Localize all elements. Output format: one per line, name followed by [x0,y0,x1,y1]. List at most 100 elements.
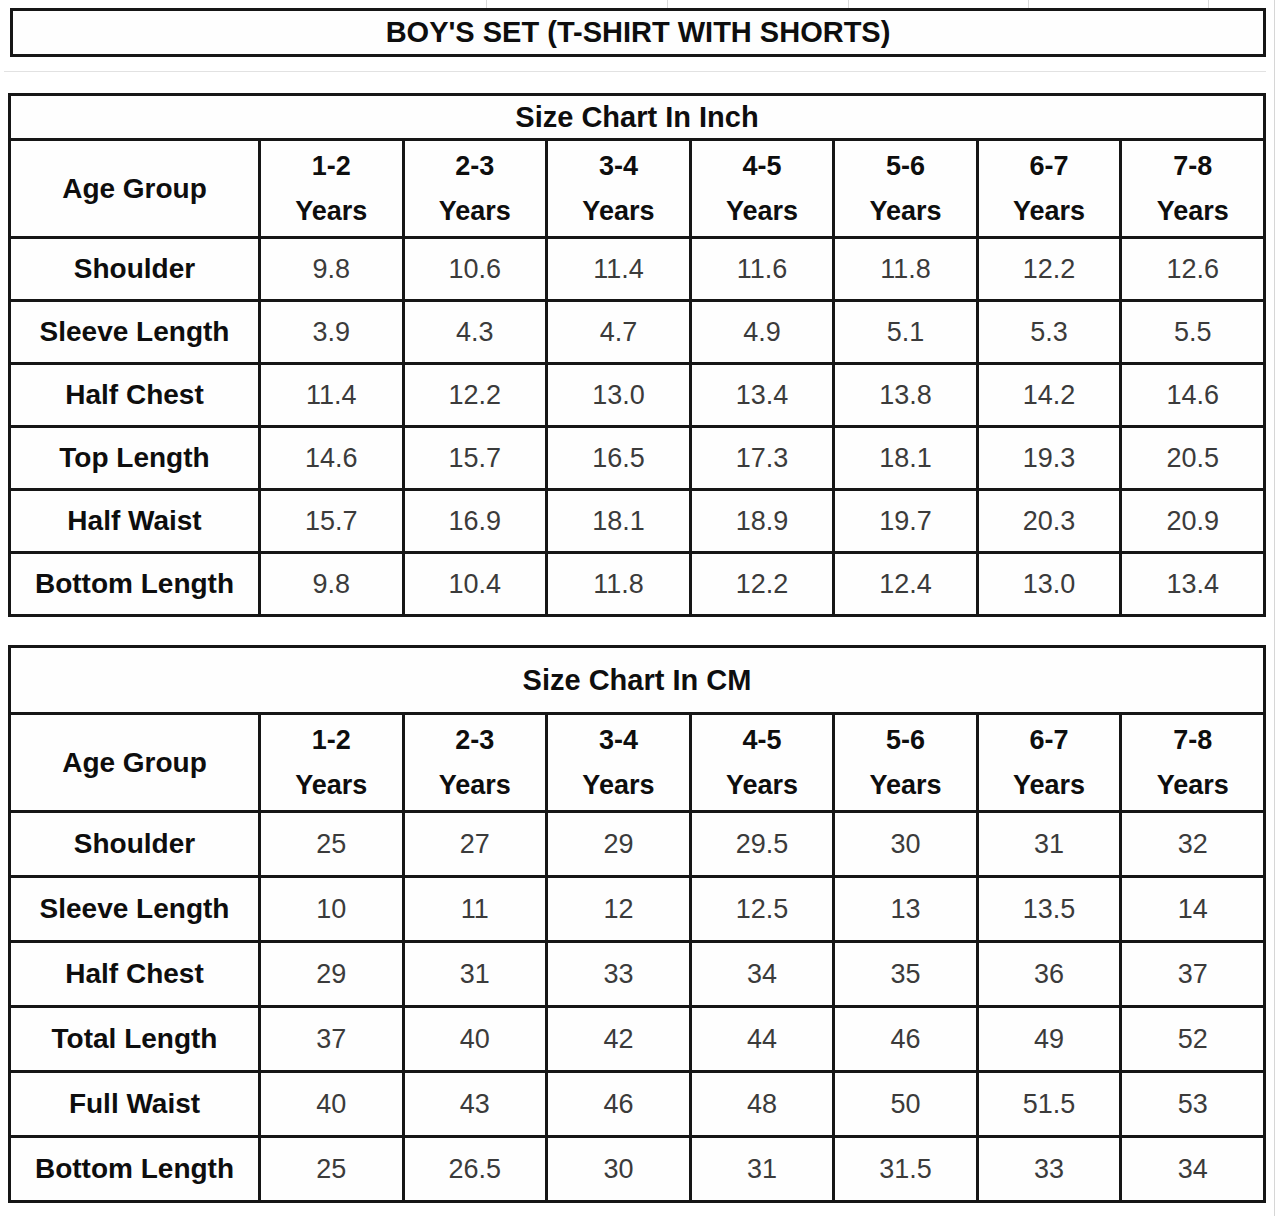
column-header-5-6: 5-6Years [834,140,978,238]
age-range: 7-8 [1122,151,1263,182]
cell-value: 46 [547,1072,691,1137]
cell-value: 42 [547,1007,691,1072]
column-header-4-5: 4-5Years [690,714,834,812]
cell-value: 49 [977,1007,1121,1072]
table-header-row: Age Group 1-2Years 2-3Years 3-4Years 4-5… [10,714,1265,812]
row-label: Sleeve Length [10,301,260,364]
years-label: Years [405,196,546,227]
cell-value: 33 [547,942,691,1007]
row-label: Top Length [10,427,260,490]
cell-value: 40 [260,1072,404,1137]
cell-value: 31 [403,942,547,1007]
cell-value: 12.5 [690,877,834,942]
cell-value: 29 [260,942,404,1007]
cell-value: 14.6 [1121,364,1265,427]
cell-value: 17.3 [690,427,834,490]
cell-value: 12.2 [977,238,1121,301]
cell-value: 19.3 [977,427,1121,490]
cell-value: 34 [690,942,834,1007]
cell-value: 5.5 [1121,301,1265,364]
cell-value: 29.5 [690,812,834,877]
cell-value: 20.5 [1121,427,1265,490]
cell-value: 13.4 [1121,553,1265,616]
table-row-bottom-length: Bottom Length 9.8 10.4 11.8 12.2 12.4 13… [10,553,1265,616]
age-range: 7-8 [1122,725,1263,756]
table-row-shoulder: Shoulder 25 27 29 29.5 30 31 32 [10,812,1265,877]
cell-value: 18.1 [834,427,978,490]
age-range: 4-5 [692,151,833,182]
gridline-artifact [1208,0,1209,8]
cell-value: 15.7 [403,427,547,490]
age-range: 2-3 [405,151,546,182]
table-title: Size Chart In CM [10,647,1265,714]
row-label: Shoulder [10,812,260,877]
cell-value: 40 [403,1007,547,1072]
age-group-header: Age Group [10,140,260,238]
cell-value: 18.1 [547,490,691,553]
row-label: Half Chest [10,942,260,1007]
table-title: Size Chart In Inch [10,95,1265,140]
cell-value: 11.4 [260,364,404,427]
cell-value: 11.8 [834,238,978,301]
size-chart-inch-table: Size Chart In Inch Age Group 1-2Years 2-… [8,93,1266,617]
table-row-half-chest: Half Chest 29 31 33 34 35 36 37 [10,942,1265,1007]
cell-value: 46 [834,1007,978,1072]
age-range: 1-2 [261,151,402,182]
column-header-6-7: 6-7 Years [977,140,1121,238]
table-header-row: Age Group 1-2Years 2-3Years 3-4Years 4-5… [10,140,1265,238]
cell-value: 12.6 [1121,238,1265,301]
years-label: Years [1122,196,1263,227]
cell-value: 12 [547,877,691,942]
cell-value: 18.9 [690,490,834,553]
table-row-sleeve-length: Sleeve Length 3.9 4.3 4.7 4.9 5.1 5.3 5.… [10,301,1265,364]
size-chart-page: BOY'S SET (T-SHIRT WITH SHORTS) Size Cha… [0,0,1280,1216]
years-label: Years [1122,770,1263,801]
cell-value: 50 [834,1072,978,1137]
cell-value: 12.4 [834,553,978,616]
cell-value: 4.7 [547,301,691,364]
row-label: Total Length [10,1007,260,1072]
cell-value: 13.8 [834,364,978,427]
cell-value: 4.9 [690,301,834,364]
years-label: Years [692,770,833,801]
cell-value: 3.9 [260,301,404,364]
cell-value: 26.5 [403,1137,547,1202]
age-range: 6-7 [979,725,1120,756]
cell-value: 30 [547,1137,691,1202]
age-range: 6-7 [979,151,1120,182]
cell-value: 9.8 [260,553,404,616]
years-label: Years [548,770,689,801]
cell-value: 31.5 [834,1137,978,1202]
row-label: Sleeve Length [10,877,260,942]
gridline-artifact [1028,0,1029,8]
cell-value: 11.8 [547,553,691,616]
row-label: Bottom Length [10,553,260,616]
column-header-1-2: 1-2Years [260,714,404,812]
cell-value: 15.7 [260,490,404,553]
cell-value: 4.3 [403,301,547,364]
cell-value: 14.2 [977,364,1121,427]
years-label: Years [405,770,546,801]
gridline-artifact [667,0,668,8]
cell-value: 36 [977,942,1121,1007]
years-label: Years [979,196,1120,227]
table-row-full-waist: Full Waist 40 43 46 48 50 51.5 53 [10,1072,1265,1137]
cell-value: 25 [260,1137,404,1202]
cell-value: 44 [690,1007,834,1072]
table-row-half-chest: Half Chest 11.4 12.2 13.0 13.4 13.8 14.2… [10,364,1265,427]
cell-value: 53 [1121,1072,1265,1137]
table-title-row: Size Chart In Inch [10,95,1265,140]
cell-value: 37 [260,1007,404,1072]
cell-value: 34 [1121,1137,1265,1202]
row-label: Bottom Length [10,1137,260,1202]
row-label: Half Waist [10,490,260,553]
column-header-7-8: 7-8 Years [1121,714,1265,812]
cell-value: 5.3 [977,301,1121,364]
table-row-half-waist: Half Waist 15.7 16.9 18.1 18.9 19.7 20.3… [10,490,1265,553]
column-header-7-8: 7-8 Years [1121,140,1265,238]
cell-value: 19.7 [834,490,978,553]
cell-value: 30 [834,812,978,877]
cell-value: 12.2 [403,364,547,427]
gridline-artifact [848,0,849,8]
age-group-header: Age Group [10,714,260,812]
